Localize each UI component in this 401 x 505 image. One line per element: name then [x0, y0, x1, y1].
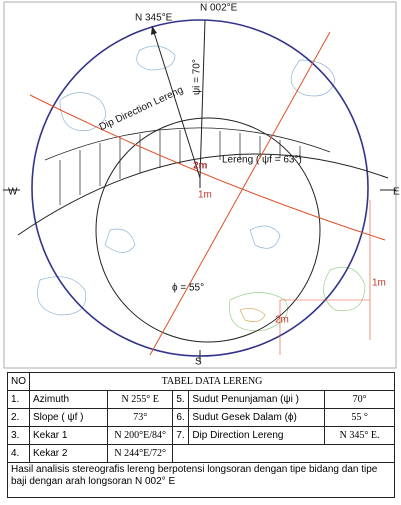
hatching: [59, 130, 301, 205]
label: ϕ = 55°: [172, 283, 204, 294]
table-title: TABEL DATA LERENG: [29, 372, 395, 391]
arrow-head: [151, 26, 157, 35]
data-table: NO TABEL DATA LERENG 1. Azimuth N 255° E 5.…: [7, 372, 395, 498]
label: E: [393, 187, 400, 198]
table-cell: Sudut Gesek Dalam (ϕ): [188, 408, 326, 427]
table-cell: 6.: [172, 408, 190, 427]
label: Dip Direction Lereng: [98, 85, 185, 134]
label: 1m: [372, 278, 386, 289]
table-cell: Azimuth: [28, 390, 109, 409]
table-row: 1. Azimuth N 255° E 5. Sudut Penunjaman (ψi …: [7, 390, 395, 409]
stereonet: N 345°E N 002°E Dip Direction Lereng ψi …: [3, 1, 400, 369]
label: 2m: [275, 315, 289, 326]
table-row: 2. Slope ( ψf ) 73° 6. Sudut Gesek Dalam (ϕ)…: [7, 408, 395, 427]
table-cell: Kekar 2: [28, 444, 109, 463]
table-cell: 3.: [7, 426, 30, 445]
table-cell: N 255° E: [107, 390, 174, 409]
friction-circle: [95, 117, 321, 343]
joint-2: [29, 94, 386, 241]
table-cell: 5.: [172, 390, 190, 409]
label: N 002°E: [200, 3, 238, 14]
note: Hasil analisis stereografis lereng berpo…: [7, 462, 395, 498]
table-body: 1. Azimuth N 255° E 5. Sudut Penunjaman (ψi …: [7, 390, 395, 463]
table-cell: 70°: [324, 390, 395, 409]
table-cell: Dip Direction Lereng: [188, 426, 326, 445]
table-cell: Slope ( ψf ): [28, 408, 109, 427]
label: Lereng ( ψf = 63°): [222, 155, 302, 166]
contours: [37, 45, 366, 331]
table-cell: N 345° E.: [324, 426, 395, 445]
label: ψi = 70°: [192, 59, 203, 95]
table-cell: 7.: [172, 426, 190, 445]
label: S: [195, 357, 202, 368]
table-cell: 1.: [7, 390, 30, 409]
header-cell: NO: [7, 372, 30, 391]
table-cell: 73°: [107, 408, 174, 427]
label: 1m: [198, 190, 212, 201]
label: W: [8, 187, 18, 198]
daylight-envelope: [44, 127, 331, 161]
red-guides: [279, 200, 371, 355]
frame: [3, 1, 397, 369]
table-cell: 2.: [7, 408, 30, 427]
joint-1: [149, 31, 331, 356]
table-cell: 4.: [7, 444, 30, 463]
table-cell: Kekar 1: [28, 426, 109, 445]
label: N 345°E: [135, 13, 173, 24]
table-cell: Sudut Penunjaman (ψi ): [188, 390, 326, 409]
dip-direction-line: [151, 25, 201, 179]
psi-line: [199, 19, 206, 179]
label: 2m: [193, 161, 208, 172]
slope-great-circle: [17, 153, 389, 236]
table-cell: N 244°E/72°: [107, 444, 174, 463]
empty-cell: [172, 444, 395, 463]
table-cell: 55 °: [324, 408, 395, 427]
table-cell: N 200°E/84°: [107, 426, 174, 445]
